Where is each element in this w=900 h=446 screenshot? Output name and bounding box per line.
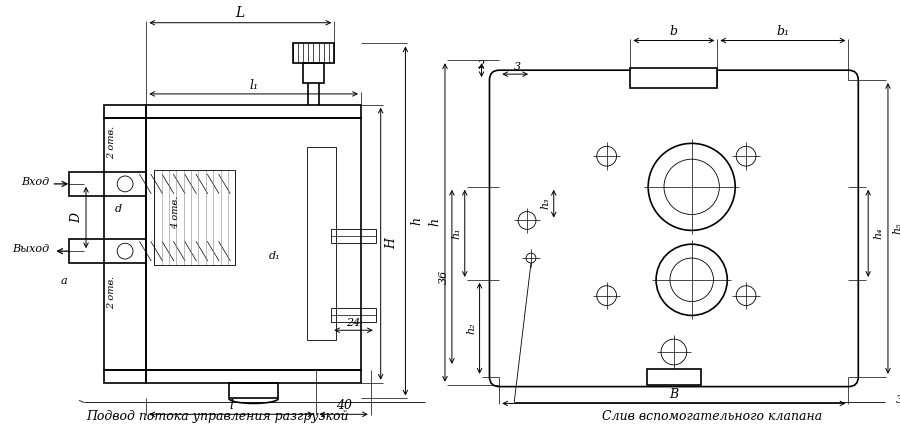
Bar	[154, 170, 235, 265]
Text: h: h	[410, 217, 423, 225]
Text: h₁: h₁	[452, 227, 462, 239]
Bar	[647, 369, 701, 384]
Text: B: B	[670, 388, 679, 401]
Bar	[302, 63, 324, 83]
Text: b₁: b₁	[777, 25, 789, 37]
Text: Вход: Вход	[22, 177, 50, 187]
Text: D: D	[70, 213, 83, 223]
Text: 3: 3	[896, 396, 900, 405]
Text: 2 отв.: 2 отв.	[107, 126, 116, 159]
Bar	[69, 239, 147, 263]
Bar	[147, 105, 361, 118]
Bar	[104, 370, 147, 383]
Bar	[147, 118, 361, 370]
Text: Слив вспомогательного клапана: Слив вспомогательного клапана	[602, 410, 822, 423]
Bar	[147, 370, 361, 383]
Text: h₄: h₄	[873, 227, 883, 239]
Text: 4 отв.: 4 отв.	[172, 196, 181, 229]
Text: d: d	[115, 204, 122, 214]
Text: Подвод потока управления разгрузкой: Подвод потока управления разгрузкой	[86, 410, 349, 423]
Bar	[307, 147, 337, 340]
Text: Выход: Выход	[13, 244, 50, 254]
Text: 24: 24	[346, 318, 361, 328]
FancyBboxPatch shape	[490, 70, 859, 387]
Bar	[630, 68, 717, 88]
Text: 2 отв.: 2 отв.	[107, 276, 116, 309]
Text: l₁: l₁	[249, 79, 258, 92]
Bar	[331, 229, 376, 243]
Bar	[292, 44, 334, 63]
Text: H: H	[385, 238, 399, 249]
Bar	[69, 172, 147, 196]
Text: h₂: h₂	[466, 322, 477, 334]
Text: d₁: d₁	[269, 251, 281, 261]
Text: 2: 2	[477, 60, 484, 70]
Text: h₃: h₃	[541, 198, 551, 210]
Text: a: a	[61, 276, 68, 286]
Text: h: h	[428, 219, 441, 227]
Text: 3: 3	[514, 62, 521, 72]
Text: 36: 36	[439, 270, 449, 284]
Bar	[331, 309, 376, 322]
Bar	[229, 383, 278, 398]
Bar	[104, 105, 147, 118]
Text: h₅: h₅	[893, 223, 900, 234]
Text: L: L	[236, 6, 245, 20]
Text: b: b	[670, 25, 678, 37]
Text: 40: 40	[336, 399, 352, 412]
Text: l: l	[230, 399, 233, 412]
Bar	[104, 118, 147, 370]
